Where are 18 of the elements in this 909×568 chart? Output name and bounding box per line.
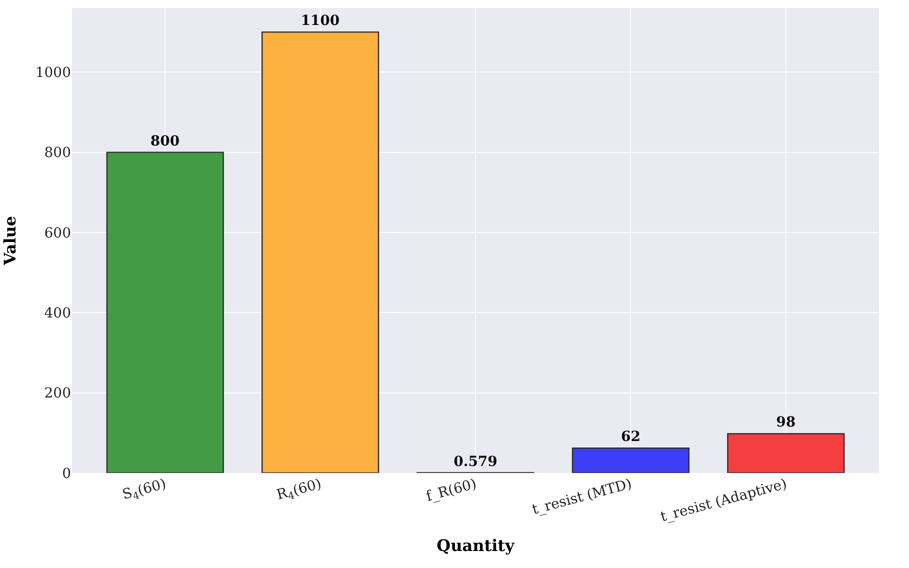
data-label: 800	[150, 133, 180, 150]
bar	[262, 31, 380, 473]
data-label: 62	[620, 429, 640, 446]
x-tick-label: t_resist (MTD)	[530, 476, 634, 518]
bar	[727, 433, 845, 473]
bar	[106, 152, 224, 473]
y-tick-label: 400	[44, 306, 71, 322]
bar	[572, 448, 690, 473]
data-label: 1100	[300, 13, 340, 30]
y-tick-label: 0	[62, 466, 71, 482]
y-tick-label: 600	[44, 225, 71, 242]
data-label: 98	[776, 414, 796, 431]
y-tick-label: 1000	[35, 65, 71, 82]
y-axis-title: Value	[0, 216, 20, 266]
y-tick-label: 800	[44, 145, 71, 162]
data-label: 0.579	[454, 454, 498, 470]
x-axis-title: Quantity	[436, 536, 516, 556]
y-tick-label: 200	[44, 386, 71, 402]
